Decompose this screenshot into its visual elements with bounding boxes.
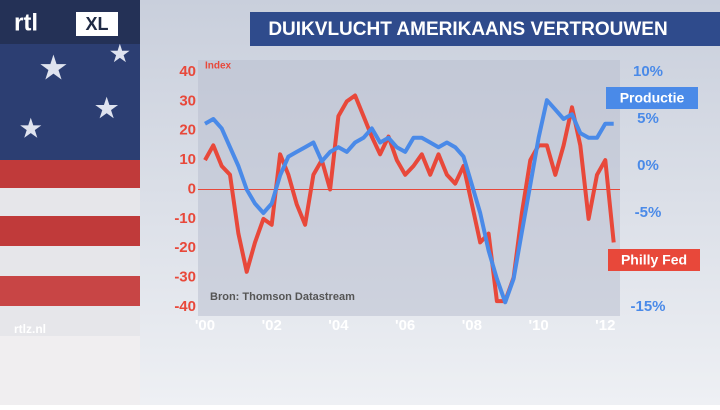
logo-box (76, 12, 118, 36)
y-tick-label: 0 (188, 180, 196, 197)
y-tick-label: -40 (174, 298, 196, 315)
title-banner (250, 12, 720, 46)
y-tick-label: 40 (179, 63, 196, 80)
x-tick-label: '06 (395, 317, 415, 334)
y2-tick-label: -5% (635, 204, 662, 221)
legend-label: Philly Fed (621, 252, 687, 268)
y-label: Index (205, 61, 232, 72)
y-tick-label: 20 (179, 122, 196, 139)
website: rtlz.nl (14, 322, 46, 336)
legend-label: Productie (620, 90, 685, 106)
legend-box (606, 87, 698, 109)
y-tick-label: 10 (179, 151, 196, 168)
y2-tick-label: 10% (633, 63, 663, 80)
x-tick-label: '00 (195, 317, 215, 334)
y2-tick-label: 5% (637, 110, 659, 127)
logo-suffix: XL (85, 14, 108, 34)
x-tick-label: '10 (528, 317, 548, 334)
svg-text:★: ★ (40, 52, 67, 85)
series-line (203, 93, 616, 304)
series-line (204, 98, 614, 305)
chart-title: DUIKVLUCHT AMERIKAANS VERTROUWEN (268, 19, 667, 40)
y-tick-label: -10 (174, 210, 196, 227)
svg-text:★: ★ (20, 115, 42, 142)
svg-text:★: ★ (110, 41, 130, 66)
y-tick-label: -20 (174, 239, 196, 256)
x-tick-label: '02 (262, 317, 282, 334)
y2-tick-label: 0% (637, 157, 659, 174)
source: Bron: Thomson Datastream (210, 291, 355, 303)
svg-text:★: ★ (95, 93, 119, 123)
x-tick-label: '12 (595, 317, 615, 334)
x-tick-label: '08 (462, 317, 482, 334)
y2-tick-label: -15% (630, 298, 665, 315)
plot-area (198, 60, 620, 316)
y-tick-label: -30 (174, 269, 196, 286)
y-tick-label: 30 (179, 92, 196, 109)
legend-box (608, 249, 700, 271)
x-tick-label: '04 (328, 317, 349, 334)
flag: ★ ★ ★ ★ (0, 0, 140, 405)
logo: rtl (14, 9, 38, 36)
